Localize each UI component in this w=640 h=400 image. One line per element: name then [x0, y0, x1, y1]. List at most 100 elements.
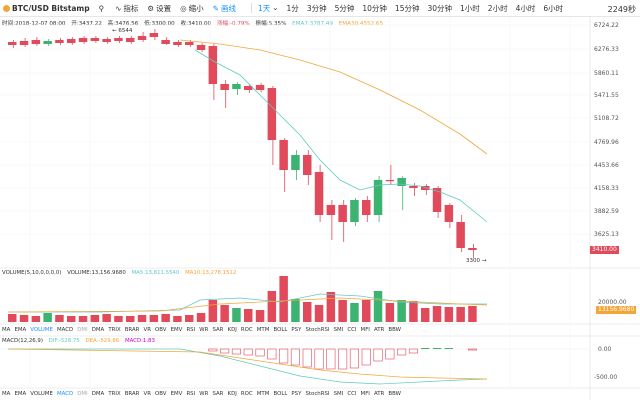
- interval-1[interactable]: 1分: [286, 3, 299, 13]
- tab-roc[interactable]: ROC: [240, 391, 253, 397]
- volume-bar: [421, 308, 430, 322]
- candle-body: [8, 42, 17, 45]
- tab-vr[interactable]: VR: [143, 391, 151, 397]
- info-amplitude: 振幅:5.35%: [255, 21, 287, 27]
- tab-rsi[interactable]: RSI: [186, 327, 196, 333]
- indicators-icon: ∿: [115, 3, 122, 13]
- candle-body: [362, 200, 371, 215]
- tab-stochrsi[interactable]: StochRSI: [305, 391, 330, 397]
- tab-psy[interactable]: PSY: [291, 327, 302, 333]
- tab-roc[interactable]: ROC: [240, 327, 253, 333]
- tab-mtm[interactable]: MTM: [256, 327, 270, 333]
- candle-body: [373, 180, 383, 215]
- tab-cci[interactable]: CCI: [347, 327, 357, 333]
- tab-dmi[interactable]: DMI: [77, 391, 88, 397]
- gear-icon: ⚙: [147, 3, 155, 13]
- tab-mtm[interactable]: MTM: [256, 391, 270, 397]
- last-price-tag: 3410.00: [590, 246, 619, 254]
- tab-sar[interactable]: SAR: [212, 327, 224, 333]
- tab-trix[interactable]: TRIX: [108, 327, 121, 333]
- tab-brar[interactable]: BRAR: [124, 391, 140, 397]
- tab-boll[interactable]: BOLL: [273, 391, 288, 397]
- tab-volume[interactable]: VOLUME: [30, 327, 53, 333]
- tab-brar[interactable]: BRAR: [124, 327, 140, 333]
- macd-bar: [290, 348, 300, 366]
- tab-mfi[interactable]: MFI: [360, 327, 370, 333]
- tab-rsi[interactable]: RSI: [186, 391, 196, 397]
- info-ema7: EMA7:3787.49: [292, 21, 333, 27]
- interval-6[interactable]: 30分钟: [427, 3, 453, 13]
- tab-dma[interactable]: DMA: [91, 327, 105, 333]
- tab-bbw[interactable]: BBW: [388, 327, 401, 333]
- draw-button[interactable]: ✎ 画线: [213, 3, 236, 14]
- macd-axis-zero: 0.00: [598, 346, 612, 353]
- tab-sar[interactable]: SAR: [212, 391, 224, 397]
- volume-title: VOLUME(5,10,0,0,0,0): [2, 270, 62, 276]
- tab-atr[interactable]: ATR: [373, 391, 385, 397]
- collapse-button[interactable]: ◎ 缩小: [180, 3, 204, 14]
- indicators-button[interactable]: ∿ 指标: [115, 3, 138, 14]
- tab-wr[interactable]: WR: [199, 327, 209, 333]
- tab-bbw[interactable]: BBW: [388, 391, 401, 397]
- interval-2[interactable]: 3分钟: [306, 3, 327, 13]
- settings-button[interactable]: ⚙ 设置: [147, 3, 171, 14]
- interval-8[interactable]: 2小时: [487, 3, 508, 13]
- volume-bar: [385, 303, 395, 322]
- tab-vr[interactable]: VR: [143, 327, 151, 333]
- tab-emv[interactable]: EMV: [170, 391, 183, 397]
- volume-bar: [456, 307, 465, 322]
- search-button[interactable]: ⚲: [99, 4, 107, 13]
- symbol-selector[interactable]: BTC/USD Bitstamp: [3, 4, 90, 13]
- tab-emv[interactable]: EMV: [170, 327, 183, 333]
- indicator-tabs-macd: MA EMA VOLUME MACD DMI DMA TRIX BRAR VR OBV EMV RSI…: [2, 391, 405, 397]
- volume-bar: [43, 313, 52, 322]
- interval-3[interactable]: 5分钟: [334, 3, 355, 13]
- tab-dmi[interactable]: DMI: [77, 327, 88, 333]
- chevron-down-icon[interactable]: ⌄: [272, 2, 279, 12]
- tab-macd[interactable]: MACD: [56, 391, 74, 397]
- tab-stochrsi[interactable]: StochRSI: [305, 327, 330, 333]
- annotation-high: ← 6544: [112, 28, 133, 34]
- macd-dif: DIF:-528.75: [48, 338, 80, 344]
- interval-0[interactable]: 1天: [257, 3, 271, 13]
- tab-atr[interactable]: ATR: [373, 327, 385, 333]
- tab-kdj[interactable]: KDJ: [227, 327, 237, 333]
- candle-body: [90, 38, 100, 41]
- tab-ema[interactable]: EMA: [14, 391, 27, 397]
- candle-body: [173, 42, 182, 45]
- tab-dma[interactable]: DMA: [91, 391, 105, 397]
- tab-ma[interactable]: MA: [2, 391, 11, 397]
- tab-ema[interactable]: EMA: [14, 327, 27, 333]
- tab-boll[interactable]: BOLL: [273, 327, 288, 333]
- tab-ma[interactable]: MA: [2, 327, 11, 333]
- tab-kdj[interactable]: KDJ: [227, 391, 237, 397]
- volume-bar: [291, 299, 300, 322]
- tab-obv[interactable]: OBV: [155, 327, 167, 333]
- volume-bar: [19, 315, 29, 322]
- interval-10[interactable]: 6小时: [543, 3, 564, 13]
- interval-7[interactable]: 1小时: [460, 3, 480, 13]
- price-tick: 6724.22: [594, 22, 619, 29]
- price-tick: 5471.55: [594, 92, 619, 99]
- tab-smi[interactable]: SMI: [333, 391, 344, 397]
- interval-4[interactable]: 10分钟: [362, 3, 387, 13]
- volume-bar: [208, 300, 218, 322]
- tab-cci[interactable]: CCI: [347, 391, 357, 397]
- macd-bar: [338, 348, 348, 370]
- tab-psy[interactable]: PSY: [291, 391, 302, 397]
- macd-bar: [432, 348, 442, 349]
- interval-9[interactable]: 4小时: [515, 3, 536, 13]
- candle-body: [220, 84, 229, 90]
- tab-macd[interactable]: MACD: [56, 327, 74, 333]
- volume-bar: [114, 316, 123, 322]
- tab-obv[interactable]: OBV: [155, 391, 167, 397]
- tab-trix[interactable]: TRIX: [108, 391, 121, 397]
- tab-smi[interactable]: SMI: [333, 327, 344, 333]
- tab-volume[interactable]: VOLUME: [30, 391, 53, 397]
- interval-5[interactable]: 15分钟: [394, 3, 420, 13]
- coin-icon: [3, 4, 10, 12]
- volume-ma5: MA5:13,811.5540: [131, 270, 180, 276]
- tab-wr[interactable]: WR: [199, 391, 209, 397]
- tab-mfi[interactable]: MFI: [360, 391, 370, 397]
